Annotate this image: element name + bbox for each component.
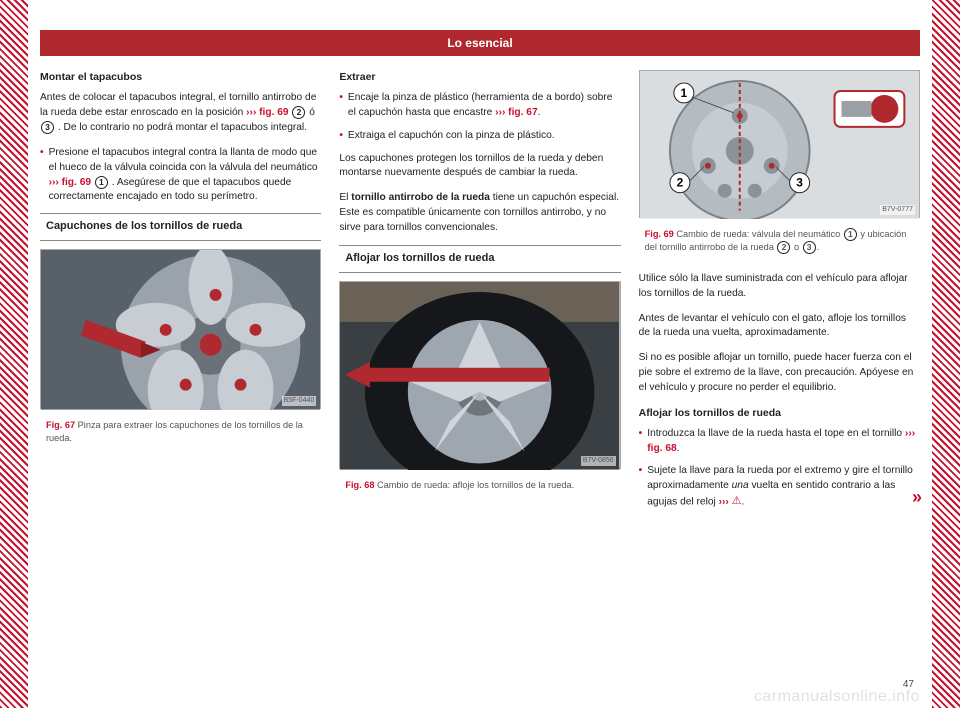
text: Cambio de rueda: válvula del neumático xyxy=(674,229,843,239)
fig-ref: ››› fig. 69 xyxy=(246,107,288,118)
col3-para2: Antes de levantar el vehículo con el gat… xyxy=(639,312,920,342)
marker-3: 3 xyxy=(803,241,816,254)
watermark: carmanualsonline.info xyxy=(754,688,920,706)
text: Presione el tapacubos integral contra la… xyxy=(49,147,318,173)
marker-2: 2 xyxy=(777,241,790,254)
ref-chevron: ››› xyxy=(719,497,729,508)
italic: una xyxy=(732,480,749,491)
fig69-label: Fig. 69 xyxy=(645,229,674,239)
marker-2: 2 xyxy=(292,106,305,119)
fig67-caption: Fig. 67 Pinza para extraer los capuchone… xyxy=(40,415,321,452)
text: . xyxy=(677,443,680,454)
fig67-label: Fig. 67 xyxy=(46,420,75,430)
fig68-code: B7V-0856 xyxy=(581,456,616,466)
column-1: Montar el tapacubos Antes de colocar el … xyxy=(40,70,321,518)
fig68-image xyxy=(340,282,619,470)
col1-heading: Montar el tapacubos xyxy=(40,70,321,85)
text: . xyxy=(742,497,745,508)
svg-text:1: 1 xyxy=(680,86,687,100)
text: . De lo contrario no podrá montar el tap… xyxy=(58,122,307,133)
col3-heading2: Aflojar los tornillos de rueda xyxy=(639,406,920,421)
col1-bullet1: Presione el tapacubos integral contra la… xyxy=(40,146,321,205)
col3-bullet2: Sujete la llave para la rueda por el ext… xyxy=(639,464,920,510)
col3-bullet1: Introduzca la llave de la rueda hasta el… xyxy=(639,427,920,457)
continue-chevron-icon: » xyxy=(912,484,922,510)
marker-1: 1 xyxy=(95,176,108,189)
col2-bullet1: Encaje la pinza de plástico (herramienta… xyxy=(339,91,620,121)
marker-1: 1 xyxy=(844,228,857,241)
fig67-image xyxy=(41,250,320,410)
col3-para3: Si no es posible aflojar un tornillo, pu… xyxy=(639,351,920,395)
fig69-caption: Fig. 69 Cambio de rueda: válvula del neu… xyxy=(639,224,920,262)
figure-68: B7V-0856 xyxy=(339,281,620,469)
text: ó xyxy=(309,107,315,118)
section-capuchones: Capuchones de los tornillos de rueda xyxy=(40,213,321,241)
section-aflojar: Aflojar los tornillos de rueda xyxy=(339,245,620,273)
figure-69: 1 2 3 B7V-0777 xyxy=(639,70,920,218)
text: Extraiga el capuchón con la pinza de plá… xyxy=(348,129,555,144)
text: o xyxy=(791,242,801,252)
content-columns: Montar el tapacubos Antes de colocar el … xyxy=(40,70,920,518)
page: Lo esencial Montar el tapacubos Antes de… xyxy=(40,30,920,670)
text: Cambio de rueda: afloje los tornillos de… xyxy=(374,480,574,490)
text: Pinza para extraer los capuchones de los… xyxy=(46,420,303,442)
fig-ref: ››› fig. 67 xyxy=(495,107,537,118)
marker-3: 3 xyxy=(41,121,54,134)
text: Encaje la pinza de plástico (herramienta… xyxy=(348,92,612,118)
fig68-caption: Fig. 68 Cambio de rueda: afloje los torn… xyxy=(339,475,620,499)
header-title: Lo esencial xyxy=(40,30,920,56)
border-right xyxy=(932,0,960,708)
col2-para1: Los capuchones protegen los tornillos de… xyxy=(339,152,620,182)
fig-ref: ››› fig. 69 xyxy=(49,177,91,188)
svg-text:3: 3 xyxy=(796,176,803,190)
fig69-code: B7V-0777 xyxy=(880,205,915,215)
warning-icon: ⚠ xyxy=(732,494,742,510)
figure-67: B5F-0440 xyxy=(40,249,321,409)
fig69-image: 1 2 3 xyxy=(640,71,919,219)
col2-para2: El tornillo antirrobo de la rueda tiene … xyxy=(339,191,620,235)
col1-para1: Antes de colocar el tapacubos integral, … xyxy=(40,91,321,136)
col2-heading: Extraer xyxy=(339,70,620,85)
column-2: Extraer Encaje la pinza de plástico (her… xyxy=(339,70,620,518)
border-left xyxy=(0,0,28,708)
text: . xyxy=(817,242,820,252)
column-3: 1 2 3 B7V-0777 Fig. 69 xyxy=(639,70,920,518)
text: El xyxy=(339,192,351,203)
svg-text:2: 2 xyxy=(676,176,683,190)
text: . xyxy=(538,107,541,118)
col3-para1: Utilice sólo la llave suministrada con e… xyxy=(639,272,920,302)
col2-bullet2: Extraiga el capuchón con la pinza de plá… xyxy=(339,129,620,144)
fig67-code: B5F-0440 xyxy=(282,396,317,406)
fig68-label: Fig. 68 xyxy=(345,480,374,490)
text: Introduzca la llave de la rueda hasta el… xyxy=(647,428,905,439)
bold: tornillo antirrobo de la rueda xyxy=(351,192,490,203)
